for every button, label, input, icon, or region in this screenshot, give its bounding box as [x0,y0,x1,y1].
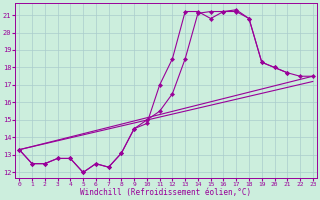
X-axis label: Windchill (Refroidissement éolien,°C): Windchill (Refroidissement éolien,°C) [80,188,252,197]
